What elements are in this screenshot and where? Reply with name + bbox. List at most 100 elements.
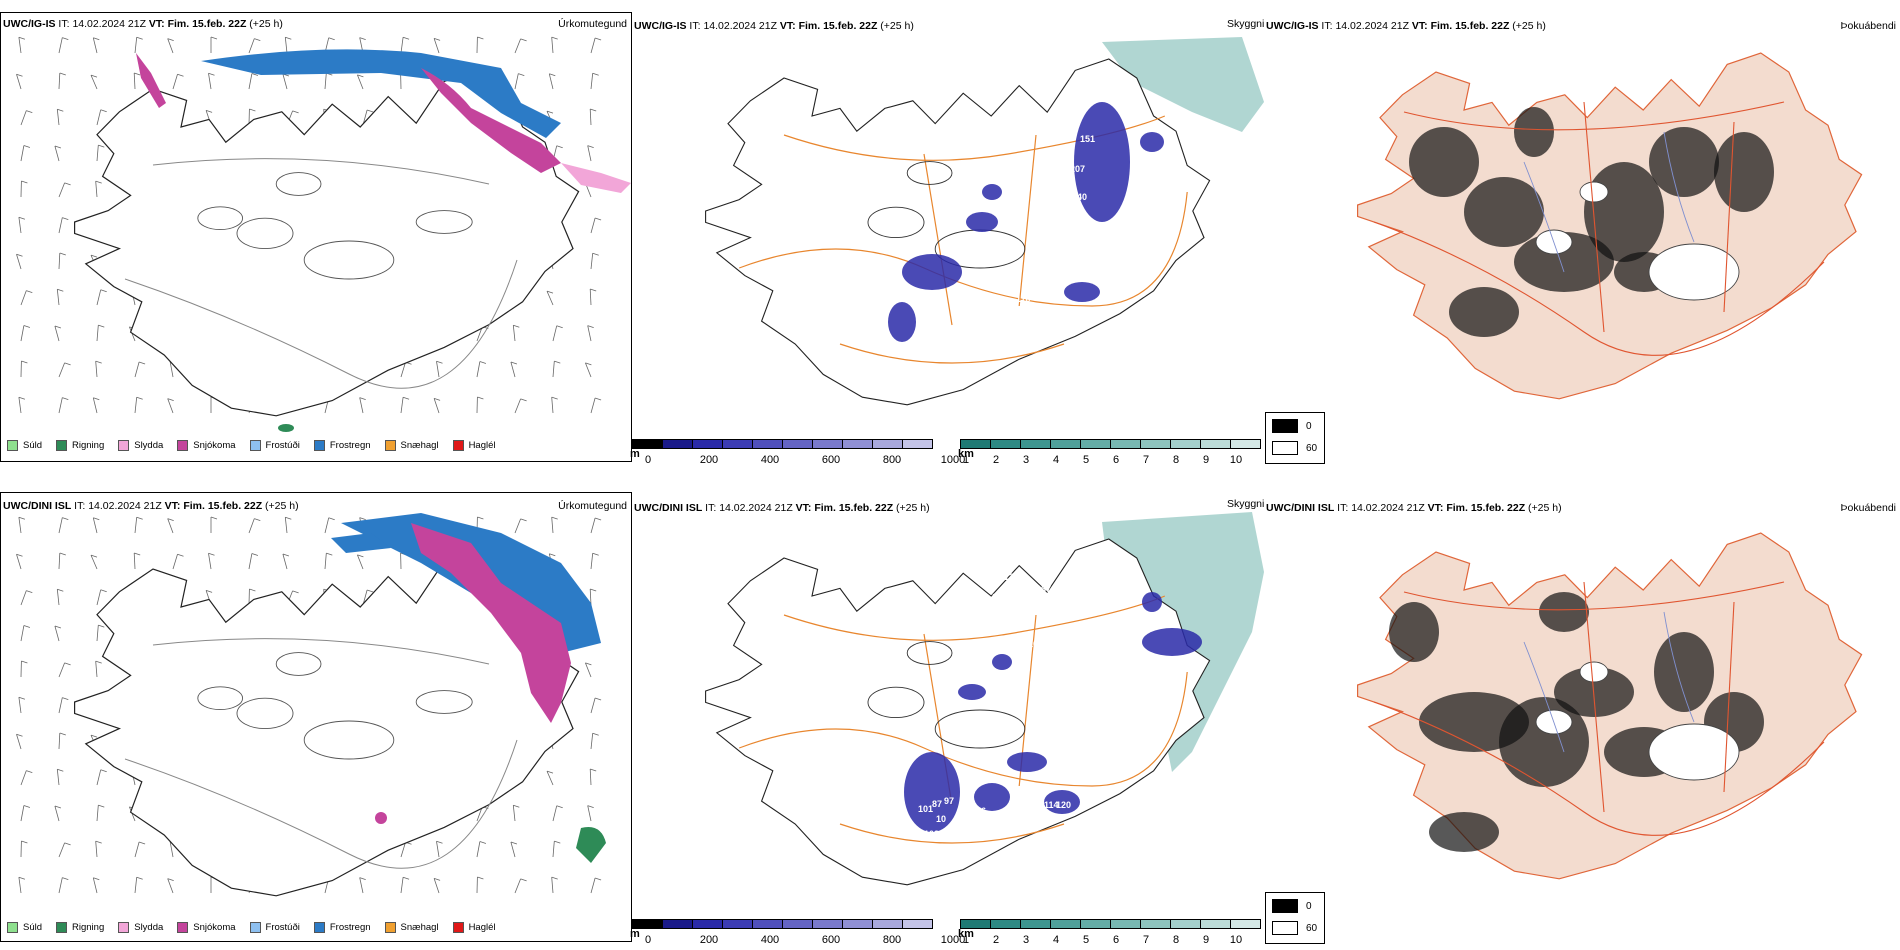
wind-barb <box>172 74 178 90</box>
ceiling-colorbar: m 0 200 400 600 800 1000 <box>630 916 965 948</box>
legend-label: Slydda <box>134 922 164 933</box>
wind-barb-flag <box>554 360 561 364</box>
ceiling-label: 88 <box>930 344 940 354</box>
legend-label: Snjókoma <box>193 922 236 933</box>
wind-barb-flag <box>18 216 26 220</box>
wind-barb-flag <box>249 108 256 112</box>
wind-barb <box>589 768 592 786</box>
glacier-outline <box>867 206 925 239</box>
wind-barb-flag <box>136 36 143 40</box>
wind-barb <box>590 253 594 270</box>
river <box>1523 161 1565 273</box>
wind-barb-flag <box>546 770 554 774</box>
colorbar-tick: 7 <box>1142 454 1150 466</box>
glacier-outline <box>275 652 322 676</box>
colorbar-segment <box>842 439 873 449</box>
road <box>1583 581 1605 813</box>
wind-barb-flag <box>23 805 31 808</box>
glacier-outline <box>415 690 473 714</box>
snjokoma-area <box>136 53 166 108</box>
colorbar-segment <box>812 439 843 449</box>
ceiling-label: 176 <box>1016 592 1031 602</box>
precip-type-title: Úrkomutegund <box>558 18 627 30</box>
fog-key-swatch-0 <box>1272 899 1298 913</box>
wind-barb-flag <box>64 362 71 366</box>
glacier-outline <box>275 172 322 196</box>
wind-barb-flag <box>62 397 69 400</box>
colorbar-segment <box>872 919 903 929</box>
wind-barb-flag <box>208 72 215 76</box>
fog-key-swatch-60 <box>1272 921 1298 935</box>
fog-panel-bottom: UWC/DINI ISL IT: 14.02.2024 21Z VT: Fim.… <box>1264 492 1900 944</box>
wind-barb <box>169 841 174 858</box>
wind-barb <box>590 553 594 570</box>
wind-barb-flag <box>100 589 107 593</box>
wind-barb-flag <box>57 288 64 292</box>
wind-barb <box>208 73 212 90</box>
road <box>1403 581 1785 611</box>
wind-barb-flag <box>366 109 374 113</box>
model-name: UWC/IG-IS <box>3 18 56 30</box>
wind-barb-flag <box>98 324 105 328</box>
it-time: 14.02.2024 21Z <box>72 18 146 30</box>
legend-swatch <box>177 922 189 933</box>
wind-barb <box>357 74 364 90</box>
it-label: IT: <box>689 20 701 32</box>
wind-barb <box>546 770 554 786</box>
wind-barb-flag <box>592 732 599 736</box>
wind-barb-flag <box>546 290 554 294</box>
legend-swatch <box>56 922 68 933</box>
vt-time: Fim. 15.feb. 22Z <box>167 18 247 30</box>
low-ceiling-area <box>1140 132 1164 152</box>
wind-barb <box>96 625 99 642</box>
road <box>152 638 490 665</box>
colorbar-unit: m <box>630 448 640 460</box>
colorbar-segment <box>782 919 813 929</box>
legend-item-frostregn: Frostregn <box>313 922 371 933</box>
glacier-outline <box>415 210 473 234</box>
visibility-title: Skyggni <box>1227 18 1265 30</box>
wind-barb-flag <box>551 396 558 400</box>
ceiling-label: 165 <box>992 592 1007 602</box>
wind-barb-flag <box>366 589 374 593</box>
wind-barb <box>400 397 404 414</box>
fog-area <box>1514 107 1554 157</box>
wind-barb-flag <box>21 660 28 664</box>
ceiling-label: 207 <box>1070 164 1085 174</box>
wind-barb-flag <box>95 360 102 364</box>
snjokoma-area <box>411 523 571 723</box>
road <box>738 671 1188 787</box>
wind-barb <box>58 217 63 234</box>
colorbar-segment <box>842 919 873 929</box>
wind-barb-flag <box>21 360 28 364</box>
low-ceiling-area <box>1064 282 1100 302</box>
wind-barb <box>56 109 60 126</box>
wind-barb <box>90 74 98 90</box>
fog-key-value: 60 <box>1306 922 1318 934</box>
wind-barb <box>92 397 98 414</box>
wind-barb <box>282 553 288 570</box>
ceiling-label: 22 <box>1006 716 1016 726</box>
wind-barb <box>585 362 592 378</box>
wind-barb <box>18 877 22 894</box>
wind-barb <box>552 805 558 822</box>
wind-barb <box>54 625 60 642</box>
wind-barb-flag <box>167 878 174 881</box>
wind-barb-flag <box>93 877 100 881</box>
wind-barb-flag <box>479 361 487 364</box>
colorbar-segment <box>1230 439 1261 449</box>
low-ceiling-area <box>1074 102 1130 222</box>
wind-barb <box>167 878 174 894</box>
road <box>124 259 518 389</box>
legend-item-snjókoma: Snjókoma <box>177 922 236 933</box>
colorbar-segment <box>1080 919 1111 929</box>
vt-label: VT: <box>148 18 165 30</box>
visibility-title: Skyggni <box>1227 498 1265 510</box>
wind-barb-flag <box>594 877 602 881</box>
glacier-outline <box>934 709 1026 749</box>
wind-barb <box>58 842 65 858</box>
wind-barb <box>359 877 364 894</box>
wind-barb-flag <box>359 517 366 520</box>
wind-barb <box>400 362 406 378</box>
